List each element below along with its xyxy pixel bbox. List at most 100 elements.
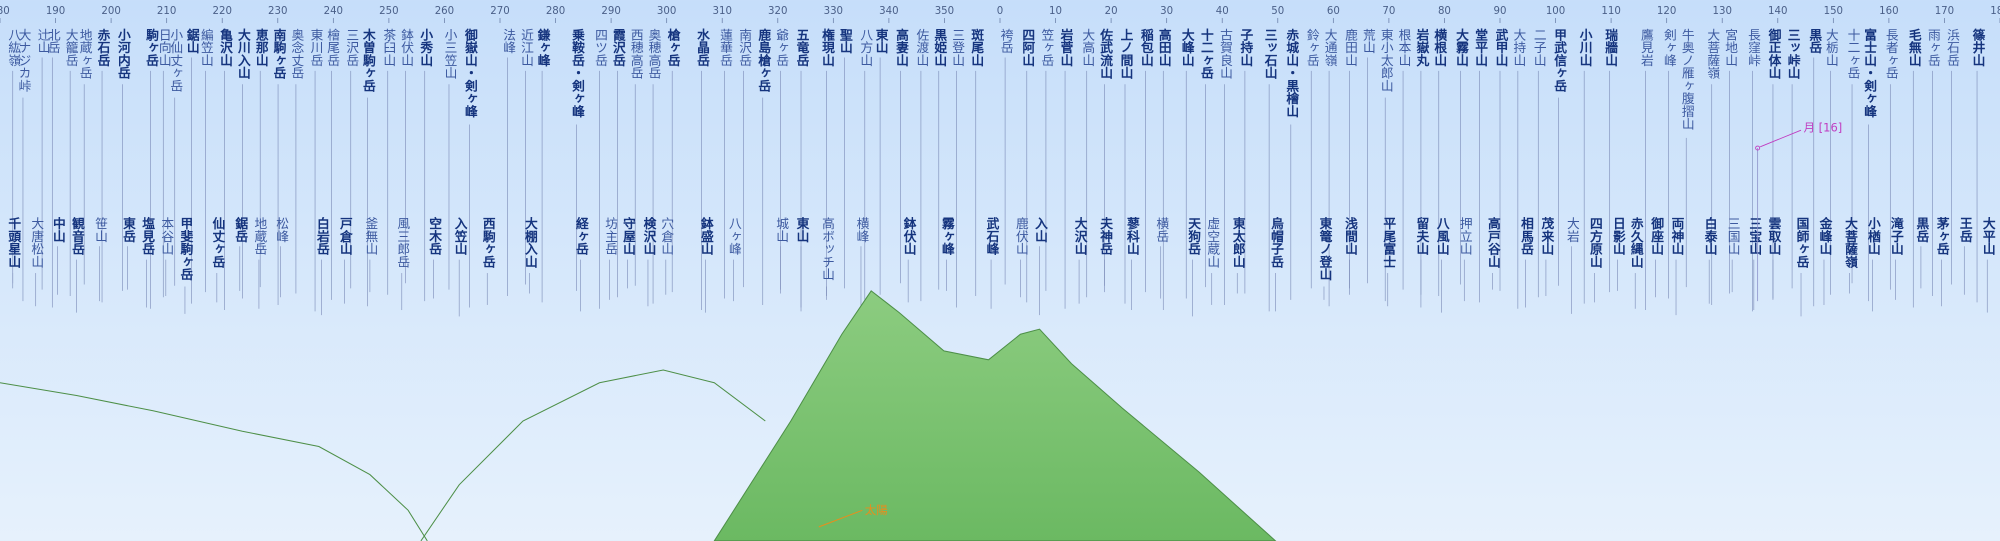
azimuth-tick-label: 100 (1546, 6, 1565, 17)
azimuth-tick-label: 180 (1990, 6, 2000, 17)
mountain-name: 白岩岳 (314, 216, 330, 256)
mountain-name: 西駒ヶ岳 (480, 217, 496, 269)
azimuth-tick-label: 190 (46, 6, 65, 17)
mountain-name: 烏帽子岳 (1268, 216, 1283, 269)
mountain-name: 大ナジカ峠 (15, 28, 30, 92)
azimuth-tick-label: 80 (1438, 6, 1451, 17)
mountain-name: 三宝山 (1746, 217, 1761, 257)
mountain-name: 大栃山 (1823, 28, 1838, 67)
mountain-name: 鹿島槍ヶ岳 (755, 27, 770, 93)
mountain-name: 小秀山 (417, 28, 433, 68)
mountain-name: 槍ヶ岳 (665, 27, 680, 67)
azimuth-tick-label: 240 (324, 6, 343, 17)
mountain-name: 霧ヶ峰 (939, 217, 955, 257)
foreground-peak (713, 290, 1277, 541)
mountain-name: 蓮華岳 (717, 28, 732, 67)
azimuth-tick-label: 290 (601, 6, 620, 17)
azimuth-tick-label: 130 (1712, 6, 1731, 17)
mountain-name: 上ノ間山 (1118, 28, 1133, 80)
mountain-name: 東川岳 (308, 27, 323, 67)
mountain-name: 毛無山 (1906, 27, 1921, 67)
mountain-name: 法峰 (500, 28, 515, 54)
mountain-name: 観音岳 (69, 216, 85, 256)
azimuth-tick-label: 210 (157, 6, 176, 17)
mountain-name: 茅ヶ岳 (1934, 216, 1949, 256)
mountain-name: 大沢山 (1072, 216, 1087, 256)
mountain-name: 雨ヶ岳 (1925, 28, 1940, 67)
mountain-name: 蓼科山 (1124, 216, 1140, 256)
mountain-name: 御嶽山・剣ヶ峰 (462, 27, 478, 119)
mountain-name: 茂来山 (1538, 216, 1554, 256)
mountain-name: 天狗岳 (1185, 217, 1200, 257)
mountain-name: 高ボッチ山 (819, 216, 834, 281)
mountain-name: 赤久縄山 (1628, 216, 1643, 269)
mountain-name: 長窪峠 (1745, 28, 1760, 67)
mountain-name: 横根山 (1431, 27, 1446, 67)
mountain-name: 城山 (773, 217, 788, 243)
mountain-name: 鉢盛山 (698, 216, 713, 256)
mountain-name: 入笠山 (452, 217, 468, 257)
mountain-name: 中山 (50, 216, 65, 244)
mountain-name: 大峰山 (1179, 27, 1194, 67)
mountain-name: 高田山 (1156, 27, 1171, 67)
ridge-line (0, 382, 428, 541)
mountain-name: 鹿伏山 (1013, 216, 1028, 256)
mountain-name: 浜石岳 (1944, 28, 1959, 67)
mountain-name: 八ヶ峰 (726, 217, 741, 256)
mountain-name: 十二ヶ岳 (1845, 28, 1860, 79)
azimuth-tick-label: 30 (1160, 6, 1173, 17)
mountain-name: 鉢伏山 (398, 28, 413, 67)
azimuth-axis: 1801902002102202302402502602702802903003… (0, 6, 2000, 24)
mountain-name: 大棚入山 (522, 216, 537, 269)
ridge-line (420, 369, 766, 541)
mountain-name: 長者ヶ岳 (1883, 28, 1898, 79)
mountain-name: 経ヶ岳 (573, 216, 588, 256)
mountain-name: 小河内岳 (115, 28, 130, 80)
mountain-name: 黒姫山 (931, 27, 946, 67)
mountain-name: 鉢伏山 (901, 216, 916, 256)
mountain-name: 空木岳 (426, 216, 442, 256)
moon-pointer (1760, 129, 1802, 148)
mountain-name: 武石峰 (984, 216, 1000, 256)
mountain-name: 五竜岳 (794, 28, 809, 68)
mountain-name: 国師ヶ岳 (1794, 217, 1809, 269)
mountain-name: 八風山 (1434, 217, 1450, 257)
mountain-name: 金峰山 (1816, 216, 1832, 256)
mountain-name: 八方山 (857, 28, 872, 67)
mountain-name: 検沢山 (640, 216, 655, 256)
mountain-name: 木曽駒ヶ岳 (360, 27, 376, 93)
mountain-name: 権現山 (819, 27, 834, 67)
mountain-name: 留夫山 (1413, 216, 1428, 256)
mountain-name: 東篭ノ登山 (1316, 216, 1332, 282)
mountain-name: 富士山・剣ヶ峰 (1861, 27, 1877, 119)
mountain-name: 根本山 (1396, 28, 1411, 67)
mountain-name: 笠ヶ岳 (1038, 28, 1053, 67)
azimuth-tick-label: 250 (379, 6, 398, 17)
mountain-name: 松峰 (273, 217, 288, 243)
mountain-name: 千頭星山 (5, 216, 20, 269)
mountain-name: 甲武信ヶ岳 (1551, 28, 1566, 93)
mountain-name: 鋸山 (184, 27, 199, 55)
mountain-name: 高戸谷山 (1485, 216, 1500, 269)
mountain-name: 聖山 (837, 27, 852, 55)
mountain-name: 大持山 (1510, 28, 1525, 67)
azimuth-tick-label: 20 (1105, 6, 1118, 17)
sun-label: 太陽 (865, 503, 888, 517)
azimuth-tick-label: 120 (1657, 6, 1676, 17)
mountain-name: 戸倉山 (337, 217, 353, 257)
azimuth-tick-label: 70 (1382, 6, 1395, 17)
mountain-name: 小川山 (1577, 28, 1593, 68)
mountain-name: 駒ヶ岳 (143, 27, 159, 67)
mountain-name: 古賀良山 (1217, 28, 1232, 79)
azimuth-tick-label: 150 (1824, 6, 1843, 17)
mountain-name: 岩嶽丸 (1413, 27, 1429, 67)
mountain-name: 大高山 (1079, 28, 1094, 67)
mountain-name: 小楢山 (1865, 217, 1880, 257)
mountain-labels: 八紘嶺大ナジカ峠 辻山北岳 大籠岳 地蔵ヶ岳 赤石岳 小河内岳 駒ヶ岳日向山小仙丈ヶ岳 鋸山編… (5, 27, 1995, 282)
mountain-name: 白泰山 (1702, 216, 1717, 256)
mountain-name: 宮地山 (1722, 27, 1737, 67)
mountain-name: 三ッ石山 (1262, 28, 1278, 80)
azimuth-tick-label: 220 (212, 6, 231, 17)
mountain-name: 三国山 (1725, 217, 1740, 256)
mountain-name: 風三郎岳 (394, 217, 409, 268)
